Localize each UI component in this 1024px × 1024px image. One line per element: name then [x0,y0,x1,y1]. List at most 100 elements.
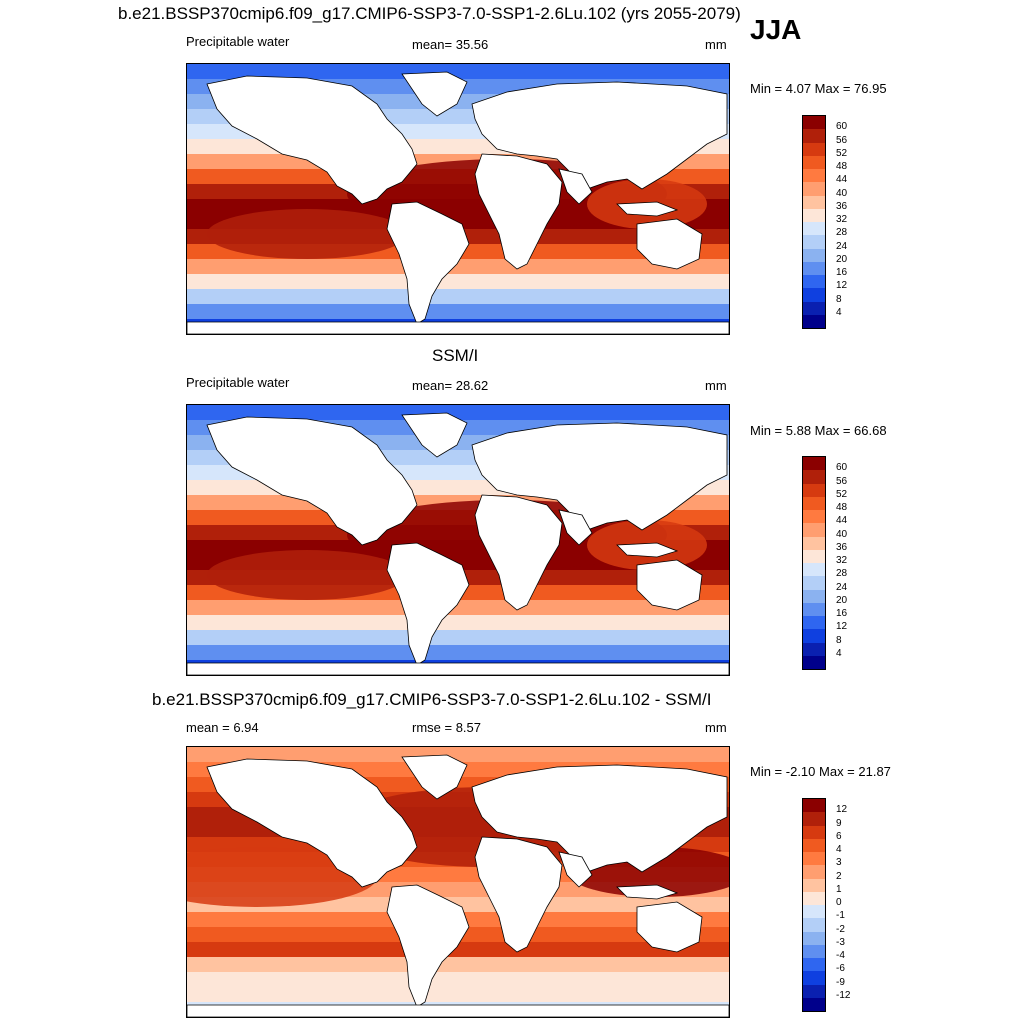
field-band [187,304,729,320]
colorbar-swatch [803,799,825,813]
landmass-outline [401,71,468,117]
colorbar-swatch [803,891,825,905]
landmass-outline [386,884,470,1008]
colorbar-swatch [803,655,825,669]
panel-2-map [186,404,730,676]
colorbar-swatch [803,288,825,302]
landmass-outline [558,851,593,888]
landmass-outline [187,321,729,334]
colorbar-tick: 28 [836,227,848,239]
colorbar-swatch [803,248,825,262]
panel-2-title: SSM/I [432,346,479,365]
colorbar-swatch [803,314,825,328]
colorbar-tick: 60 [836,121,848,133]
colorbar-swatch [803,116,825,130]
colorbar-swatch [803,275,825,289]
field-anomaly [187,847,377,907]
colorbar-swatch [803,865,825,879]
panel-3-map [186,746,730,1018]
panel-3-units-label: mm [705,720,727,735]
panel-1-map-graphic [187,64,729,334]
field-anomaly [207,550,407,600]
colorbar-swatch [803,235,825,249]
colorbar-swatch [803,838,825,852]
landmass-outline [474,494,563,611]
landmass-outline [471,81,728,190]
panel-3-title: b.e21.BSSP370cmip6.f09_g17.CMIP6-SSP3-7.… [152,690,712,709]
colorbar-tick: 1 [836,883,842,895]
colorbar-tick: 40 [836,528,848,540]
colorbar-tick: -3 [836,936,845,948]
landmass-outline [386,542,470,666]
field-band [187,987,729,1003]
panel-3-colorbar [802,798,826,1012]
panel-2-variable-label: Precipitable water [186,375,290,390]
colorbar-tick: 28 [836,568,848,580]
colorbar-tick: 24 [836,240,848,252]
colorbar-swatch [803,984,825,998]
colorbar-tick: 6 [836,830,842,842]
colorbar-swatch [803,208,825,222]
colorbar-swatch [803,536,825,550]
colorbar-tick: 9 [836,817,842,829]
landmass-outline [616,201,679,217]
field-band [187,289,729,305]
field-band [187,615,729,631]
field-band [187,747,729,763]
panel-1-variable-label: Precipitable water [186,34,290,49]
colorbar-swatch [803,182,825,196]
colorbar-tick: 44 [836,174,848,186]
landmass-outline [401,754,468,800]
colorbar-swatch [803,195,825,209]
colorbar-swatch [803,997,825,1011]
colorbar-swatch [803,852,825,866]
colorbar-tick: 12 [836,804,848,816]
field-band [187,645,729,661]
colorbar-swatch [803,971,825,985]
field-band [187,405,729,421]
colorbar-tick: -1 [836,910,845,922]
landmass-outline [616,542,679,558]
colorbar-tick: 16 [836,267,848,278]
landmass-outline [636,218,703,270]
season-label: JJA [750,14,802,45]
colorbar-tick: 8 [836,634,842,646]
colorbar-swatch [803,142,825,156]
colorbar-swatch [803,576,825,590]
panel-1-mean-label: mean= 35.56 [412,37,489,52]
field-band [187,942,729,958]
colorbar-tick: 48 [836,502,848,513]
colorbar-swatch [803,918,825,932]
colorbar-swatch [803,510,825,524]
colorbar-tick: 12 [836,280,848,292]
colorbar-swatch [803,944,825,958]
panel-2-units-label: mm [705,378,727,393]
field-band [187,630,729,646]
colorbar-tick: 4 [836,844,842,855]
colorbar-tick: 56 [836,475,848,487]
colorbar-tick: -12 [836,989,851,1001]
colorbar-tick: 40 [836,187,848,199]
colorbar-swatch [803,563,825,577]
colorbar-swatch [803,931,825,945]
colorbar-swatch [803,470,825,484]
landmass-outline [616,884,679,900]
colorbar-tick: 12 [836,621,848,633]
colorbar-swatch [803,958,825,972]
colorbar-swatch [803,616,825,630]
landmass-outline [636,559,703,611]
field-band [187,259,729,275]
landmass-outline [558,168,593,205]
field-band [187,957,729,973]
colorbar-swatch [803,496,825,510]
colorbar-tick: 4 [836,306,842,318]
landmass-outline [206,416,418,546]
colorbar-swatch [803,905,825,919]
landmass-outline [386,201,470,325]
field-band [187,64,729,80]
colorbar-tick: 36 [836,541,848,553]
colorbar-swatch [803,589,825,603]
colorbar-swatch [803,878,825,892]
colorbar-tick: 60 [836,462,848,474]
panel-1-title: b.e21.BSSP370cmip6.f09_g17.CMIP6-SSP3-7.… [118,4,741,23]
